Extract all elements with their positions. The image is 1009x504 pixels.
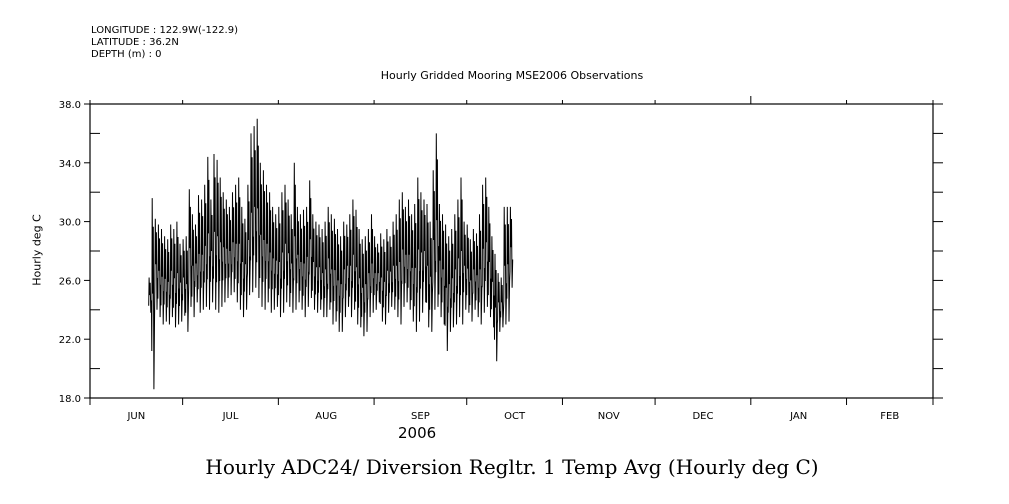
x-tick-label: AUG [315,411,337,422]
data-series [148,118,514,390]
y-tick-label: 30.0 [59,218,81,229]
x-tick-label: JUL [222,411,239,422]
y-tick-label: 38.0 [59,100,81,111]
x-tick-label: OCT [504,411,526,422]
x-tick-label: FEB [880,411,899,422]
x-axis-label: 2006 [398,424,437,442]
y-axis-ticks: 18.0 22.0 26.0 30.0 34.0 38.0 [59,100,943,405]
y-axis-label: Hourly deg C [30,214,44,286]
x-tick-label: DEC [692,411,713,422]
y-tick-label: 34.0 [59,159,81,170]
longitude-label: LONGITUDE : 122.9W(-122.9) [91,25,238,36]
depth-label: DEPTH (m) : 0 [91,49,162,60]
chart-title: Hourly ADC24/ Diversion Regltr. 1 Temp A… [205,455,819,479]
x-tick-label: NOV [598,411,620,422]
x-tick-label: JUN [126,411,145,422]
series-line [148,118,514,390]
x-tick-label: JAN [789,411,807,422]
y-tick-label: 18.0 [59,394,81,405]
x-axis-ticks: JUN JUL AUG SEP OCT NOV DEC JAN FEB [89,96,934,422]
latitude-label: LATITUDE : 36.2N [91,37,179,48]
x-tick-label: SEP [411,411,430,422]
y-tick-label: 22.0 [59,335,81,346]
chart-subtitle: Hourly Gridded Mooring MSE2006 Observati… [380,69,644,82]
y-tick-label: 26.0 [59,276,81,287]
